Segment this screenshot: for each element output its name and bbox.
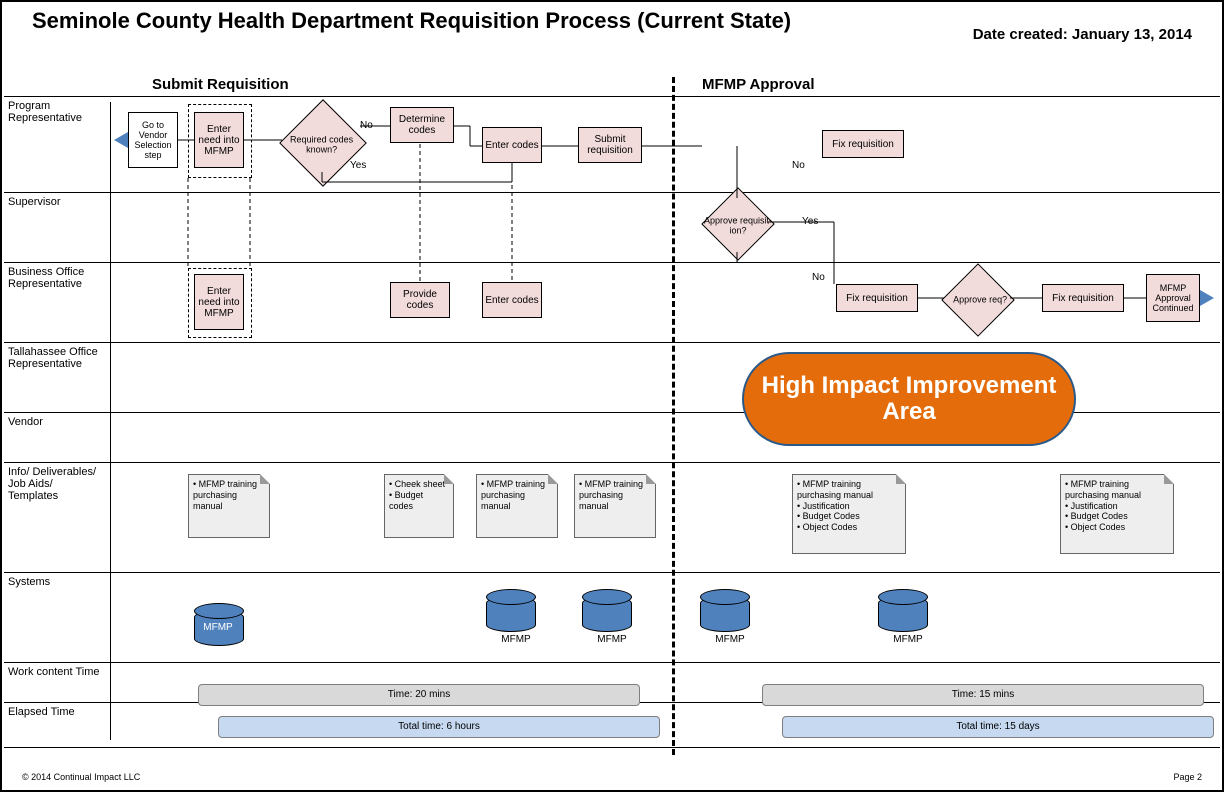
label-no-3: No <box>812 272 825 283</box>
db-icon-5 <box>878 596 928 632</box>
dash-enter-need-2 <box>188 268 252 338</box>
lane-program-rep: Program Representative <box>8 100 104 124</box>
lane-elapsed-time: Elapsed Time <box>8 706 104 718</box>
fix-requisition-2: Fix requisition <box>836 284 918 312</box>
fix-requisition-3: Fix requisition <box>1042 284 1124 312</box>
timebar-elapsed-1: Total time: 6 hours <box>218 716 660 738</box>
db-label-3: MFMP <box>582 634 642 645</box>
page-number: Page 2 <box>1173 772 1202 782</box>
doc-4: • MFMP training purchasing manual <box>574 474 656 538</box>
goto-vendor-step: Go to Vendor Selection step <box>128 112 178 168</box>
decision-approve-req-2: Approve req? <box>941 263 1015 337</box>
db-icon-2 <box>486 596 536 632</box>
doc-3: • MFMP training purchasing manual <box>476 474 558 538</box>
lane-tallahassee: Tallahassee Office Representative <box>8 346 104 370</box>
doc-2: • Cheek sheet • Budget codes <box>384 474 454 538</box>
determine-codes: Determine codes <box>390 107 454 143</box>
lane-supervisor: Supervisor <box>8 196 104 208</box>
fix-requisition-1: Fix requisition <box>822 130 904 158</box>
label-yes-2: Yes <box>802 216 818 227</box>
timebar-elapsed-2: Total time: 15 days <box>782 716 1214 738</box>
high-impact-area: High Impact Improvement Area <box>742 352 1076 446</box>
doc-5: • MFMP training purchasing manual • Just… <box>792 474 906 554</box>
db-label-5: MFMP <box>878 634 938 645</box>
lane-work-time: Work content Time <box>8 666 104 678</box>
mfmp-approval-continued: MFMP Approval Continued <box>1146 274 1200 322</box>
submit-requisition: Submit requisition <box>578 127 642 163</box>
db-icon-3 <box>582 596 632 632</box>
section-submit: Submit Requisition <box>152 76 289 93</box>
enter-codes-2: Enter codes <box>482 282 542 318</box>
db-icon-4 <box>700 596 750 632</box>
db-label-2: MFMP <box>486 634 546 645</box>
label-no-2: No <box>792 160 805 171</box>
section-approval: MFMP Approval <box>702 76 815 93</box>
doc-1: • MFMP training purchasing manual <box>188 474 270 538</box>
lane-systems: Systems <box>8 576 104 588</box>
doc-6: • MFMP training purchasing manual • Just… <box>1060 474 1174 554</box>
copyright: © 2014 Continual Impact LLC <box>22 772 140 782</box>
db-label-1: MFMP <box>188 622 248 633</box>
arrow-forward-icon <box>1200 290 1214 306</box>
dash-enter-need-1 <box>188 104 252 178</box>
decision-approve-req-1: Approve requisit-ion? <box>701 187 775 261</box>
lane-label-divider <box>110 102 111 740</box>
db-label-4: MFMP <box>700 634 760 645</box>
decision-codes-known: Required codes known? <box>279 99 367 187</box>
label-yes-1: Yes <box>350 160 366 171</box>
date-created: Date created: January 13, 2014 <box>973 26 1192 43</box>
lane-info: Info/ Deliverables/ Job Aids/ Templates <box>8 466 104 502</box>
lane-business-office: Business Office Representative <box>8 266 104 290</box>
arrow-back-icon <box>114 132 128 148</box>
lane-vendor: Vendor <box>8 416 104 428</box>
timebar-work-2: Time: 15 mins <box>762 684 1204 706</box>
page-title: Seminole County Health Department Requis… <box>32 8 791 34</box>
phase-divider <box>672 77 675 755</box>
timebar-work-1: Time: 20 mins <box>198 684 640 706</box>
label-no-1: No <box>360 120 373 131</box>
enter-codes-1: Enter codes <box>482 127 542 163</box>
provide-codes: Provide codes <box>390 282 450 318</box>
